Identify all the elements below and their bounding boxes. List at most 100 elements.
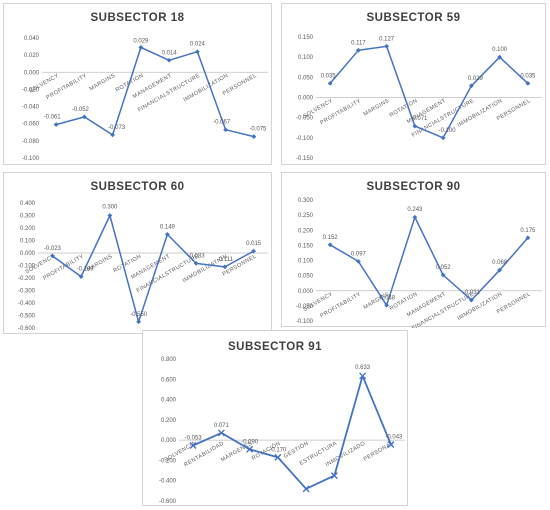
chart-panel-subsector-60: SUBSECTOR 60 0.400 0.300 0.200 0.100 0.000 -0… bbox=[3, 172, 272, 334]
data-label: -0.052 bbox=[72, 107, 90, 113]
y-tick-label: 0.600 bbox=[161, 377, 177, 383]
y-tick-label: -0.300 bbox=[18, 289, 36, 295]
y-tick-label: 0.100 bbox=[298, 259, 314, 265]
data-label: -0.023 bbox=[44, 246, 62, 252]
data-label: -0.067 bbox=[213, 120, 231, 126]
data-point-marker bbox=[81, 114, 87, 120]
data-point-marker bbox=[440, 272, 446, 278]
data-label: 0.127 bbox=[379, 36, 395, 42]
y-tick-label: -0.100 bbox=[296, 319, 314, 325]
y-tick-label: 0.040 bbox=[24, 36, 40, 42]
data-label: 0.024 bbox=[190, 42, 206, 48]
y-tick-label: 0.200 bbox=[20, 226, 36, 232]
y-tick-label: -0.500 bbox=[18, 314, 36, 320]
data-label: 0.300 bbox=[102, 205, 118, 211]
chart-plot: 0.1500.1000.0500.000-0.050-0.100-0.150SO… bbox=[296, 35, 542, 162]
data-point-marker bbox=[384, 43, 390, 49]
y-tick-label: -0.050 bbox=[296, 116, 314, 122]
data-label: 0.029 bbox=[468, 76, 484, 82]
y-tick-label: -0.080 bbox=[22, 139, 40, 145]
series-line bbox=[192, 375, 392, 490]
y-tick-label: 0.200 bbox=[298, 228, 314, 234]
y-tick-label: -0.040 bbox=[22, 105, 40, 111]
data-point-marker bbox=[166, 57, 172, 63]
data-label: 0.097 bbox=[351, 251, 367, 257]
data-point-marker bbox=[302, 485, 310, 493]
chart-plot: 0.400 0.300 0.200 0.100 0.000 -0.100 -0.200 -0.… bbox=[18, 201, 268, 332]
data-label: 0.014 bbox=[162, 50, 178, 56]
y-tick-label: -0.050 bbox=[296, 304, 314, 310]
chart-panel-subsector-18: SUBSECTOR 18 0.040 0.020 0.000 -0.020 -0.040… bbox=[3, 3, 272, 165]
y-tick-label: -0.600 bbox=[18, 326, 36, 332]
data-point-marker bbox=[138, 45, 144, 50]
y-tick-label: 0.050 bbox=[298, 274, 314, 280]
y-tick-label: -0.200 bbox=[18, 276, 36, 282]
chart-panel-subsector-59: SUBSECTOR 59 0.150 0.100 0.050 0.000 -0.050 -… bbox=[281, 3, 546, 165]
data-label: 0.052 bbox=[436, 265, 452, 271]
data-point-marker bbox=[107, 213, 113, 218]
y-tick-label: 0.150 bbox=[298, 243, 314, 249]
data-label: -0.061 bbox=[44, 115, 62, 121]
chart-title: SUBSECTOR 90 bbox=[366, 181, 461, 193]
data-point-marker bbox=[246, 445, 254, 453]
data-label: 0.029 bbox=[133, 38, 149, 44]
y-tick-label: -0.100 bbox=[296, 136, 314, 142]
y-tick-label: -0.200 bbox=[159, 458, 177, 464]
y-tick-label: -0.100 bbox=[22, 156, 40, 162]
y-tick-label: 0.400 bbox=[20, 201, 36, 207]
y-tick-label: 0.800 bbox=[161, 357, 177, 363]
data-point-marker bbox=[136, 319, 142, 325]
data-point-marker bbox=[194, 49, 200, 55]
data-point-marker bbox=[110, 132, 116, 138]
chart-title: SUBSECTOR 91 bbox=[228, 341, 322, 353]
data-label: -0.111 bbox=[217, 257, 234, 263]
data-label: -0.073 bbox=[108, 125, 126, 131]
y-tick-label: 0.000 bbox=[161, 438, 177, 444]
data-label: -0.100 bbox=[439, 128, 457, 134]
data-point-marker bbox=[355, 259, 361, 264]
y-tick-label: 0.050 bbox=[298, 75, 314, 81]
data-label: 0.015 bbox=[246, 241, 262, 247]
y-tick-label: -0.400 bbox=[18, 301, 36, 307]
data-label: -0.071 bbox=[410, 116, 428, 122]
data-point-marker bbox=[359, 372, 367, 380]
y-tick-label: 0.100 bbox=[20, 239, 36, 245]
data-label: -0.170 bbox=[269, 447, 287, 453]
chart-title: SUBSECTOR 18 bbox=[90, 12, 185, 24]
data-point-marker bbox=[274, 453, 282, 461]
data-label: -0.053 bbox=[185, 436, 203, 442]
data-point-marker bbox=[189, 442, 197, 450]
data-point-marker bbox=[412, 123, 418, 129]
data-label: -0.043 bbox=[385, 435, 403, 441]
data-label: 0.149 bbox=[160, 224, 176, 230]
y-tick-label: 0.400 bbox=[161, 398, 177, 404]
chart-title: SUBSECTOR 60 bbox=[90, 181, 185, 193]
y-tick-label: -0.150 bbox=[296, 156, 314, 162]
chart-plot: 0.300 0.250 0.200 0.150 0.100 0.050 0.000 -0.05… bbox=[296, 198, 542, 328]
y-tick-label: -0.060 bbox=[22, 122, 40, 128]
y-tick-label: 0.000 bbox=[20, 251, 36, 257]
data-label: 0.100 bbox=[492, 47, 508, 53]
y-tick-label: 0.020 bbox=[24, 53, 40, 59]
y-tick-label: 0.250 bbox=[298, 213, 314, 219]
data-label: -0.090 bbox=[241, 439, 259, 445]
y-tick-label: 0.300 bbox=[298, 198, 314, 204]
series-line bbox=[51, 214, 254, 323]
chart-plot: 0.040 0.020 0.000 -0.020 -0.040 -0.060 -0.080 -… bbox=[22, 36, 268, 162]
data-label: -0.550 bbox=[130, 312, 148, 318]
data-label: 0.035 bbox=[520, 73, 536, 79]
data-point-marker bbox=[53, 122, 59, 127]
y-tick-label: 0.300 bbox=[20, 214, 36, 220]
data-label: 0.071 bbox=[214, 423, 230, 429]
y-tick-label: 0.100 bbox=[298, 55, 314, 61]
series-line bbox=[55, 46, 255, 138]
y-tick-label: -0.600 bbox=[159, 499, 177, 505]
y-tick-label: -0.100 bbox=[18, 264, 36, 270]
series-line bbox=[329, 216, 529, 307]
data-point-marker bbox=[525, 235, 531, 241]
x-category-label: MARGINS bbox=[89, 73, 117, 93]
data-point-marker bbox=[330, 472, 338, 480]
data-label: 0.152 bbox=[323, 235, 339, 241]
data-label: 0.117 bbox=[351, 40, 366, 46]
data-label: 0.175 bbox=[520, 228, 536, 234]
